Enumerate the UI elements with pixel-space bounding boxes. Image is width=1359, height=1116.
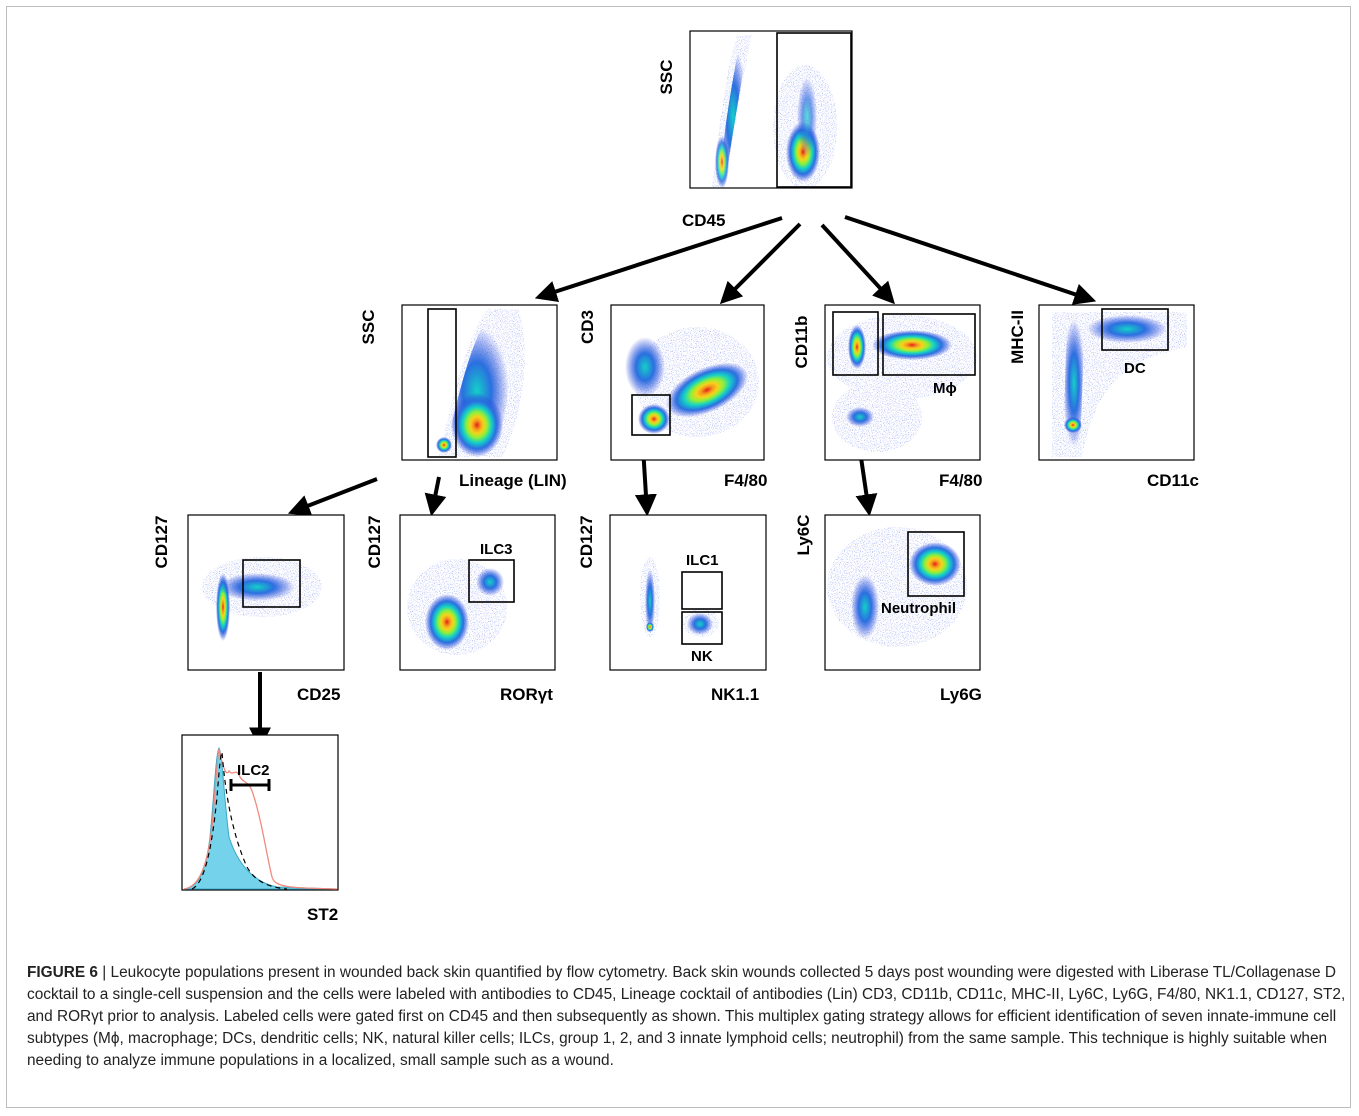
cd25-y-label: CD127 [152,516,171,569]
plot-cd3: CD3 F4/80 [578,304,767,490]
figure-caption: FIGURE 6 | Leukocyte populations present… [27,962,1349,1072]
st2-x-label: ST2 [307,905,338,924]
plot-cd11b: Mϕ CD11b F4/80 [792,304,982,490]
ror-x-label: RORγt [500,685,553,704]
lin-x-label: Lineage (LIN) [459,471,567,490]
nk-y-label: CD127 [577,516,596,569]
plot-nk: ILC1 NK CD127 NK1.1 [577,514,767,704]
cd3-y-label: CD3 [578,310,597,344]
cd11b-y-label: CD11b [792,316,811,369]
plot-cd45: SSC CD45 [657,30,853,230]
cd45-x-label: CD45 [682,211,725,230]
mhc-x-label: CD11c [1147,471,1199,490]
gating-arrows [249,215,1097,750]
plot-st2: ILC2 ST2 [181,734,339,924]
caption-text: | Leukocyte populations present in wound… [27,964,1346,1069]
caption-label: FIGURE 6 [27,964,98,981]
neutrophil-gate-label: Neutrophil [881,600,956,617]
ly6-x-label: Ly6G [940,685,982,704]
ror-y-label: CD127 [365,516,384,569]
cd11b-x-label: F4/80 [939,471,982,490]
plot-ly6: Neutrophil Ly6C Ly6G [794,514,982,704]
cd45-y-label: SSC [657,60,676,95]
mhc-y-label: MHC-II [1008,310,1027,364]
dc-gate-label: DC [1124,360,1146,377]
cd25-x-label: CD25 [297,685,340,704]
ly6-y-label: Ly6C [794,515,813,556]
gating-diagram: SSC CD45 SSC Lineage (LIN) [152,30,1199,924]
ilc3-gate-label: ILC3 [480,541,513,558]
nk-x-label: NK1.1 [711,685,759,704]
ilc1-gate-label: ILC1 [686,552,719,569]
nk-gate-label: NK [691,648,713,665]
ilc2-gate-label: ILC2 [237,762,270,779]
plot-mhc: DC MHC-II CD11c [1008,304,1199,490]
plot-cd25: CD127 CD25 [152,514,345,704]
plot-lineage: SSC Lineage (LIN) [359,304,567,490]
macrophage-gate-label: Mϕ [933,380,957,397]
lin-y-label: SSC [359,310,378,345]
cd3-x-label: F4/80 [724,471,767,490]
figure-panel: SSC CD45 SSC Lineage (LIN) [6,6,1351,1108]
plot-ror: ILC3 CD127 RORγt [365,514,556,704]
